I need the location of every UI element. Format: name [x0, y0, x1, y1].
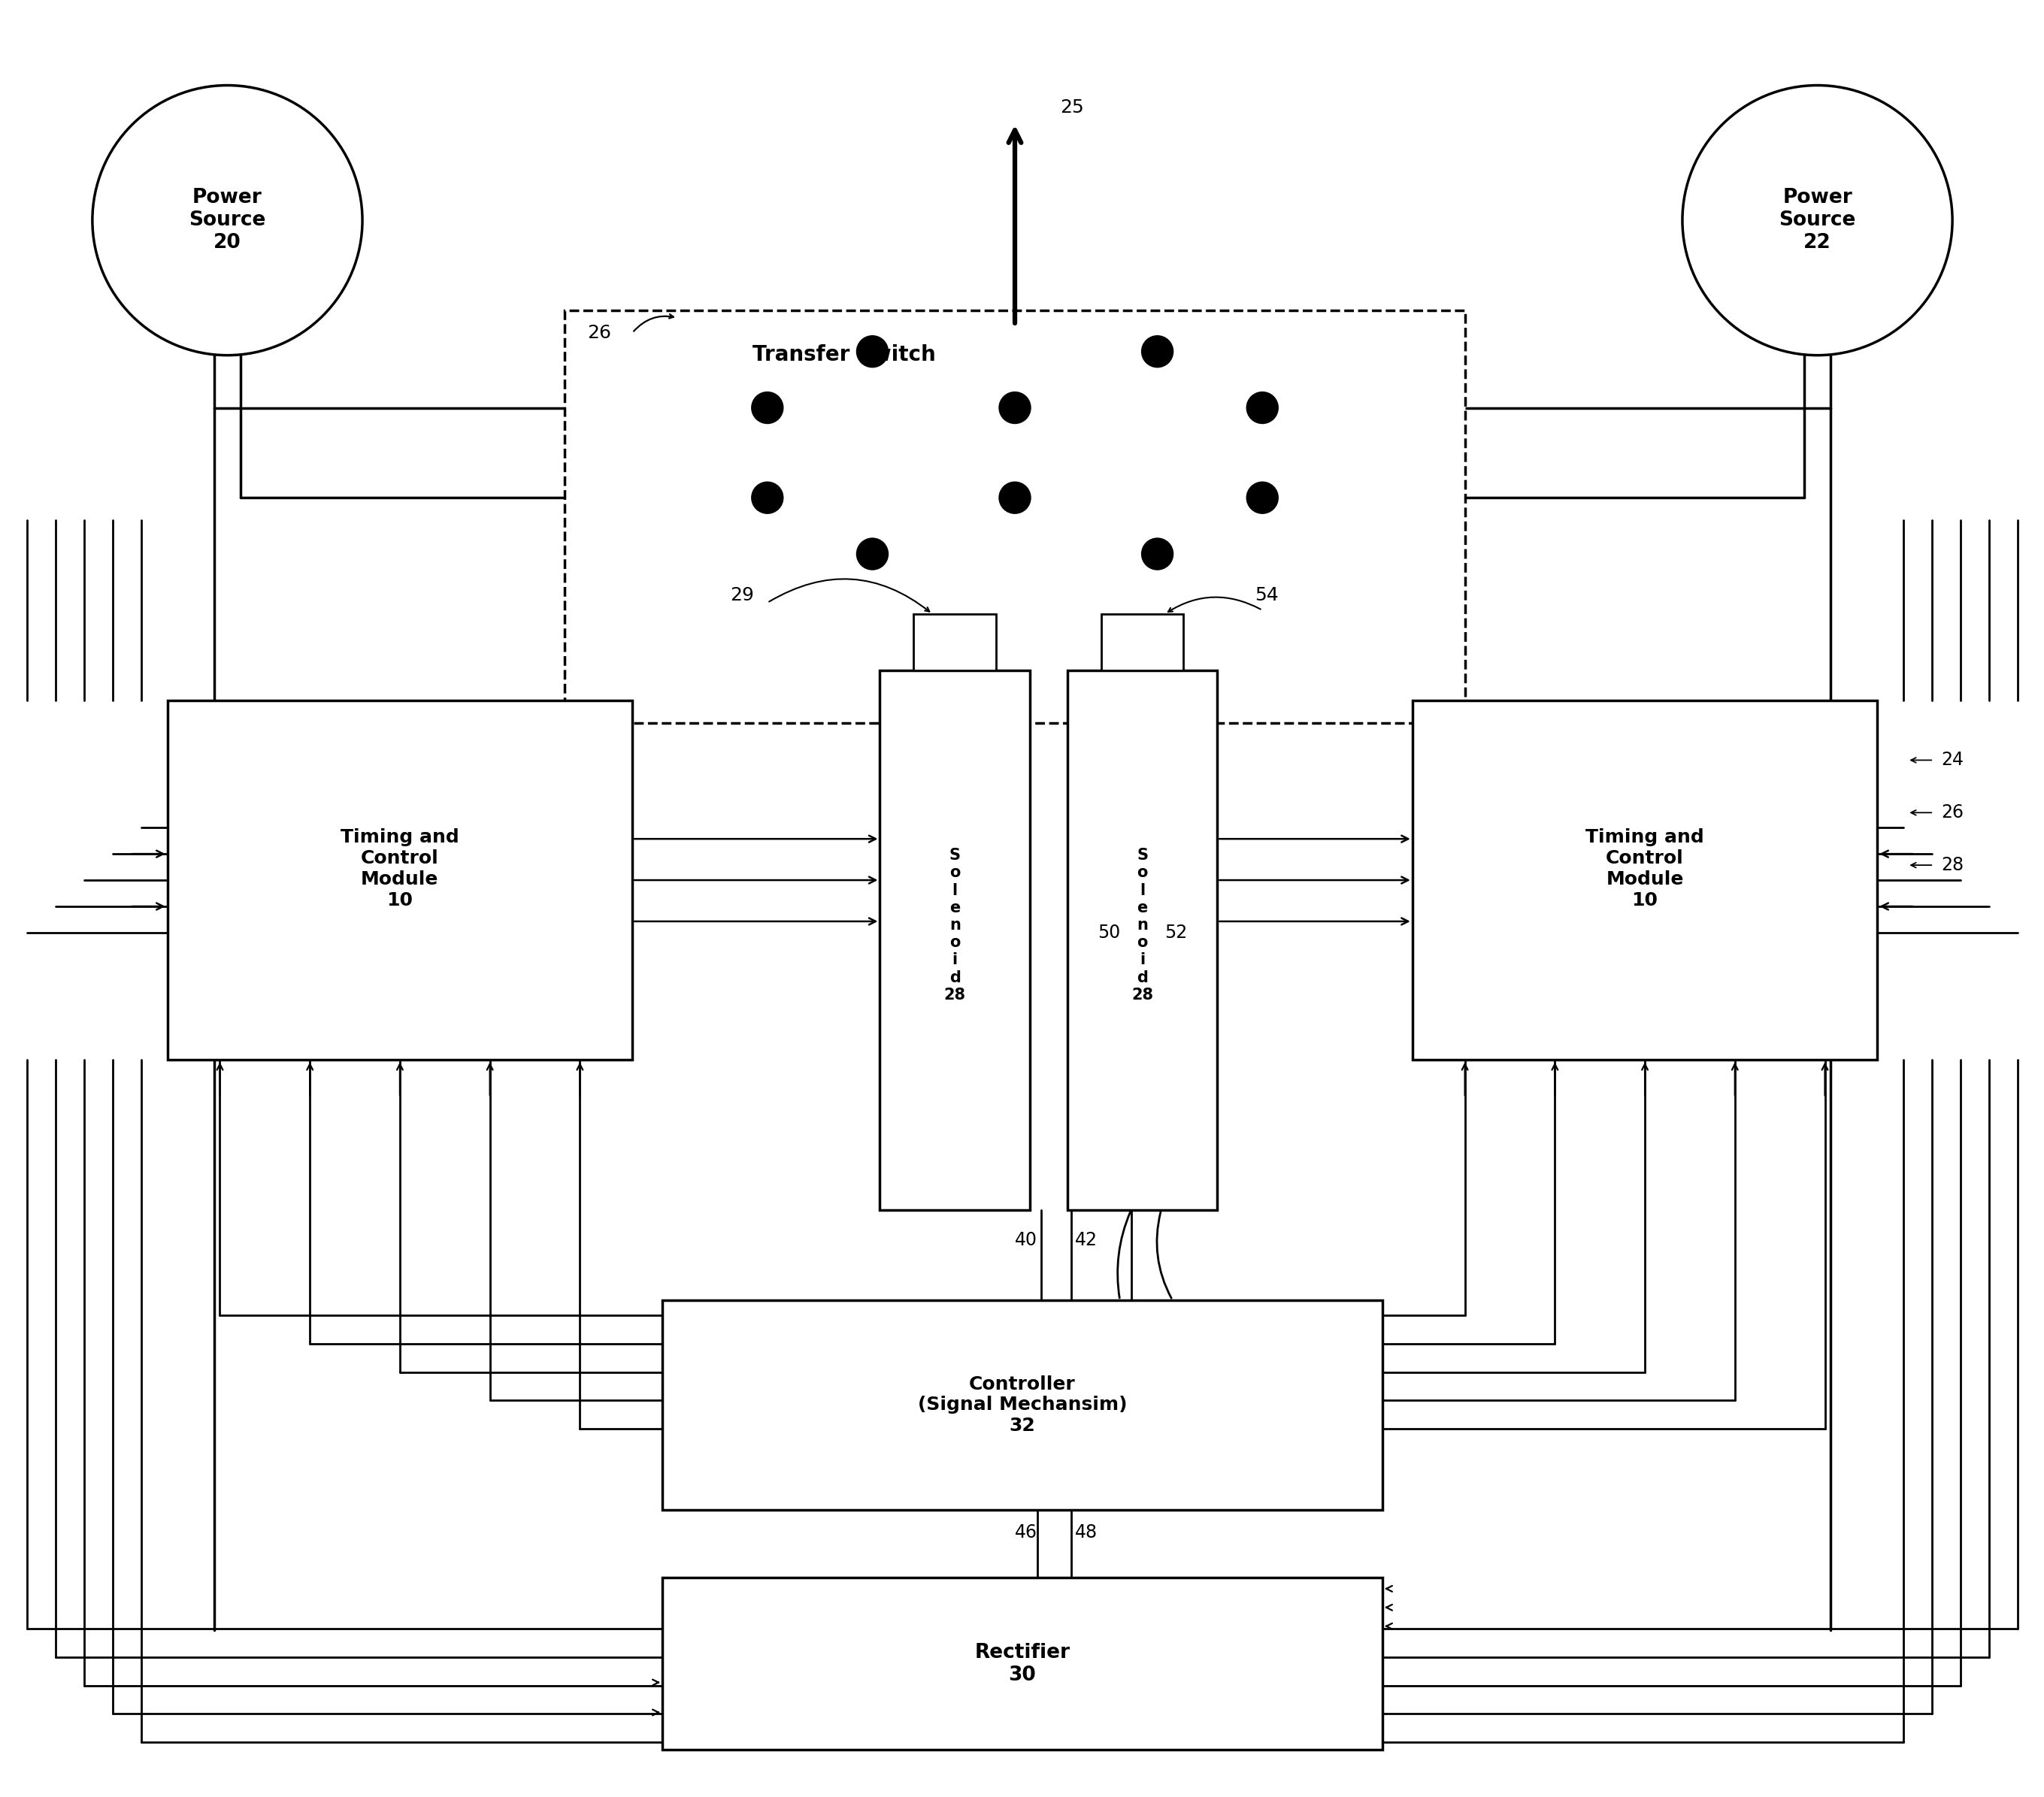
Bar: [1067, 670, 1218, 1209]
Text: 46: 46: [1016, 1524, 1038, 1542]
Circle shape: [1000, 394, 1030, 422]
Circle shape: [856, 539, 887, 570]
Bar: [914, 615, 995, 670]
Circle shape: [1247, 394, 1278, 422]
Text: Timing and
Control
Module
10: Timing and Control Module 10: [341, 828, 460, 909]
Text: Timing and
Control
Module
10: Timing and Control Module 10: [1586, 828, 1705, 909]
Circle shape: [1143, 539, 1173, 570]
Text: S
o
l
e
n
o
i
d
28: S o l e n o i d 28: [1132, 848, 1153, 1003]
Bar: [662, 1299, 1382, 1509]
Text: 29: 29: [730, 586, 754, 604]
Bar: [1412, 701, 1876, 1060]
Text: Power
Source
22: Power Source 22: [1778, 189, 1856, 253]
Text: 26: 26: [1942, 803, 1964, 821]
Bar: [879, 670, 1030, 1209]
Circle shape: [752, 394, 783, 422]
Text: 48: 48: [1075, 1524, 1098, 1542]
Bar: [564, 311, 1466, 722]
Bar: [1102, 615, 1183, 670]
Text: Power
Source
20: Power Source 20: [188, 189, 266, 253]
Text: 50: 50: [1098, 924, 1120, 942]
Bar: [662, 1578, 1382, 1750]
Circle shape: [92, 84, 362, 356]
Text: 54: 54: [1255, 586, 1280, 604]
Text: Controller
(Signal Mechansim)
32: Controller (Signal Mechansim) 32: [918, 1375, 1126, 1436]
Text: S
o
l
e
n
o
i
d
28: S o l e n o i d 28: [944, 848, 965, 1003]
Text: 24: 24: [1942, 751, 1964, 769]
Circle shape: [1143, 336, 1173, 367]
Circle shape: [1682, 84, 1952, 356]
Text: 26: 26: [587, 323, 611, 341]
Text: Transfer Switch: Transfer Switch: [752, 343, 936, 365]
Circle shape: [1000, 483, 1030, 512]
Circle shape: [752, 483, 783, 512]
Text: 28: 28: [1942, 855, 1964, 873]
Text: Rectifier
30: Rectifier 30: [975, 1642, 1071, 1686]
Text: 25: 25: [1061, 99, 1083, 117]
Text: 52: 52: [1165, 924, 1188, 942]
Circle shape: [1247, 483, 1278, 512]
Circle shape: [856, 336, 887, 367]
Bar: [168, 701, 632, 1060]
Text: 40: 40: [1016, 1231, 1038, 1249]
Text: 42: 42: [1075, 1231, 1098, 1249]
